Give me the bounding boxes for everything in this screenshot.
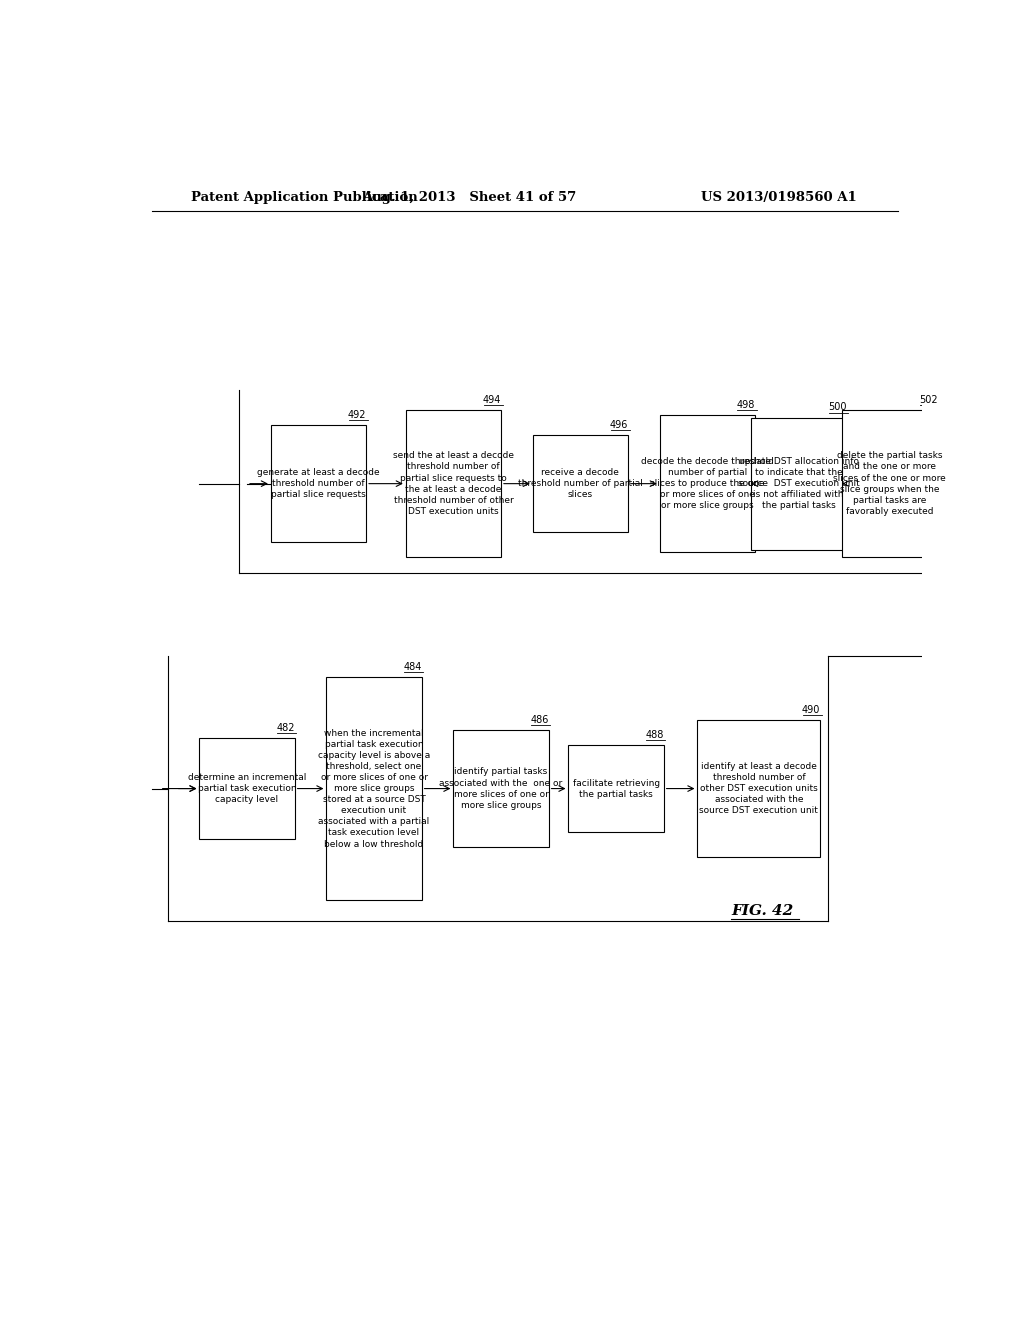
Bar [454,730,549,847]
Text: decode the decode threshold
number of partial
slices to produce the one
or more : decode the decode threshold number of pa… [641,457,774,511]
Text: 482: 482 [276,722,295,733]
Text: when the incremental
partial task execution
capacity level is above a
threshold,: when the incremental partial task execut… [317,729,430,849]
Text: 498: 498 [736,400,755,411]
Text: facilitate retrieving
the partial tasks: facilitate retrieving the partial tasks [572,779,659,799]
Bar [406,411,501,557]
Bar [751,417,846,549]
Text: send the at least a decode
threshold number of
partial slice requests to
the at : send the at least a decode threshold num… [393,451,514,516]
Bar [532,436,628,532]
Text: 492: 492 [347,411,367,420]
Bar [327,677,422,900]
Text: 486: 486 [530,715,549,725]
Text: 496: 496 [609,420,628,430]
Text: US 2013/0198560 A1: US 2013/0198560 A1 [700,190,857,203]
Text: 494: 494 [482,395,501,405]
Text: Patent Application Publication: Patent Application Publication [191,190,418,203]
Text: 488: 488 [645,730,664,741]
Text: receive a decode
threshold number of partial
slices: receive a decode threshold number of par… [518,469,643,499]
Text: 502: 502 [919,395,938,405]
Bar [659,414,755,552]
Text: identify partial tasks
associated with the  one or
more slices of one or
more sl: identify partial tasks associated with t… [439,767,562,809]
Text: delete the partial tasks
and the one or more
slices of the one or more
slice gro: delete the partial tasks and the one or … [834,451,946,516]
Text: 484: 484 [403,661,422,672]
Bar [568,746,664,832]
Text: 500: 500 [827,403,846,412]
Text: update DST allocation info
to indicate that the
source  DST execution unit
is no: update DST allocation info to indicate t… [737,457,859,511]
Bar [270,425,366,543]
Bar [842,411,938,557]
Text: identify at least a decode
threshold number of
other DST execution units
associa: identify at least a decode threshold num… [699,762,818,816]
Text: generate at least a decode
threshold number of
partial slice requests: generate at least a decode threshold num… [257,469,380,499]
Bar [697,719,820,857]
Text: Aug. 1, 2013   Sheet 41 of 57: Aug. 1, 2013 Sheet 41 of 57 [362,190,577,203]
Text: FIG. 42: FIG. 42 [731,903,794,917]
Text: 490: 490 [802,705,820,715]
Bar [200,738,295,840]
Text: determine an incremental
partial task execution
capacity level: determine an incremental partial task ex… [187,774,306,804]
